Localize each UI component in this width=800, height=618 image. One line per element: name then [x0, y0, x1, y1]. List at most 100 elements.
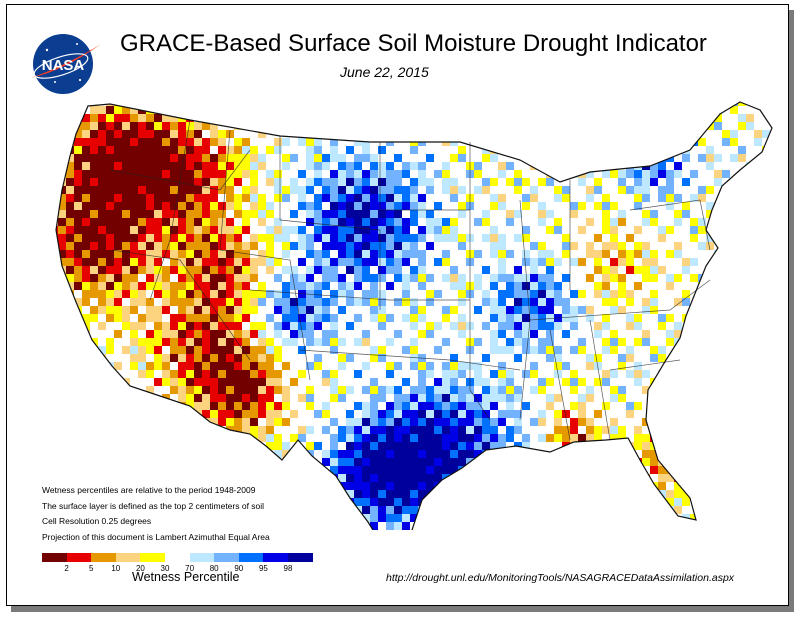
- map-cell: [770, 394, 772, 402]
- map-cell: [130, 378, 138, 386]
- map-cell: [122, 426, 130, 434]
- map-cell: [618, 170, 626, 178]
- map-cell: [210, 354, 218, 362]
- map-cell: [498, 490, 506, 498]
- map-cell: [258, 122, 266, 130]
- map-cell: [514, 114, 522, 122]
- map-cell: [354, 146, 362, 154]
- map-cell: [154, 466, 162, 474]
- map-cell: [618, 450, 626, 458]
- map-cell: [450, 242, 458, 250]
- map-cell: [106, 338, 114, 346]
- map-cell: [666, 218, 674, 226]
- map-cell: [162, 474, 170, 482]
- map-cell: [202, 154, 210, 162]
- map-cell: [458, 194, 466, 202]
- map-cell: [474, 234, 482, 242]
- map-cell: [90, 434, 98, 442]
- map-cell: [138, 338, 146, 346]
- map-cell: [362, 354, 370, 362]
- map-cell: [314, 298, 322, 306]
- map-cell: [122, 386, 130, 394]
- map-cell: [786, 434, 790, 442]
- map-cell: [634, 122, 642, 130]
- map-cell: [154, 330, 162, 338]
- map-cell: [578, 114, 586, 122]
- map-cell: [98, 378, 106, 386]
- map-cell: [530, 106, 538, 114]
- map-cell: [122, 226, 130, 234]
- map-cell: [378, 218, 386, 226]
- map-cell: [738, 266, 746, 274]
- map-cell: [274, 210, 282, 218]
- map-cell: [754, 250, 762, 258]
- map-cell: [402, 394, 410, 402]
- map-cell: [418, 226, 426, 234]
- map-cell: [594, 346, 602, 354]
- map-cell: [194, 370, 202, 378]
- map-cell: [618, 394, 626, 402]
- map-cell: [330, 338, 338, 346]
- map-cell: [602, 242, 610, 250]
- map-cell: [674, 130, 682, 138]
- map-cell: [698, 394, 706, 402]
- map-cell: [418, 258, 426, 266]
- map-cell: [474, 314, 482, 322]
- map-cell: [442, 426, 450, 434]
- map-cell: [146, 442, 154, 450]
- map-cell: [690, 346, 698, 354]
- map-cell: [98, 394, 106, 402]
- map-cell: [746, 458, 754, 466]
- map-cell: [378, 210, 386, 218]
- map-cell: [642, 402, 650, 410]
- map-cell: [490, 410, 498, 418]
- map-cell: [450, 434, 458, 442]
- map-cell: [610, 314, 618, 322]
- map-cell: [386, 394, 394, 402]
- map-cell: [266, 346, 274, 354]
- map-cell: [466, 442, 474, 450]
- map-cell: [554, 298, 562, 306]
- map-cell: [538, 290, 546, 298]
- map-cell: [242, 130, 250, 138]
- map-cell: [370, 338, 378, 346]
- map-cell: [738, 442, 746, 450]
- map-cell: [58, 402, 66, 410]
- map-cell: [218, 266, 226, 274]
- map-cell: [410, 258, 418, 266]
- map-cell: [114, 314, 122, 322]
- map-cell: [474, 362, 482, 370]
- map-cell: [738, 314, 746, 322]
- map-cell: [418, 130, 426, 138]
- map-cell: [122, 370, 130, 378]
- map-cell: [474, 242, 482, 250]
- map-cell: [290, 90, 298, 98]
- map-cell: [626, 218, 634, 226]
- map-cell: [522, 466, 530, 474]
- map-cell: [706, 338, 714, 346]
- map-cell: [722, 162, 730, 170]
- map-cell: [386, 442, 394, 450]
- map-cell: [554, 130, 562, 138]
- map-cell: [738, 90, 746, 98]
- map-cell: [538, 402, 546, 410]
- map-cell: [218, 330, 226, 338]
- map-cell: [186, 274, 194, 282]
- map-cell: [426, 410, 434, 418]
- map-cell: [338, 258, 346, 266]
- map-cell: [610, 130, 618, 138]
- map-cell: [466, 402, 474, 410]
- map-cell: [522, 346, 530, 354]
- map-cell: [650, 466, 658, 474]
- map-cell: [266, 146, 274, 154]
- map-cell: [618, 362, 626, 370]
- map-cell: [770, 458, 772, 466]
- map-cell: [154, 434, 162, 442]
- map-cell: [538, 102, 546, 106]
- map-cell: [138, 202, 146, 210]
- map-cell: [210, 394, 218, 402]
- map-cell: [650, 506, 658, 514]
- map-cell: [762, 90, 770, 98]
- map-cell: [370, 442, 378, 450]
- map-cell: [626, 122, 634, 130]
